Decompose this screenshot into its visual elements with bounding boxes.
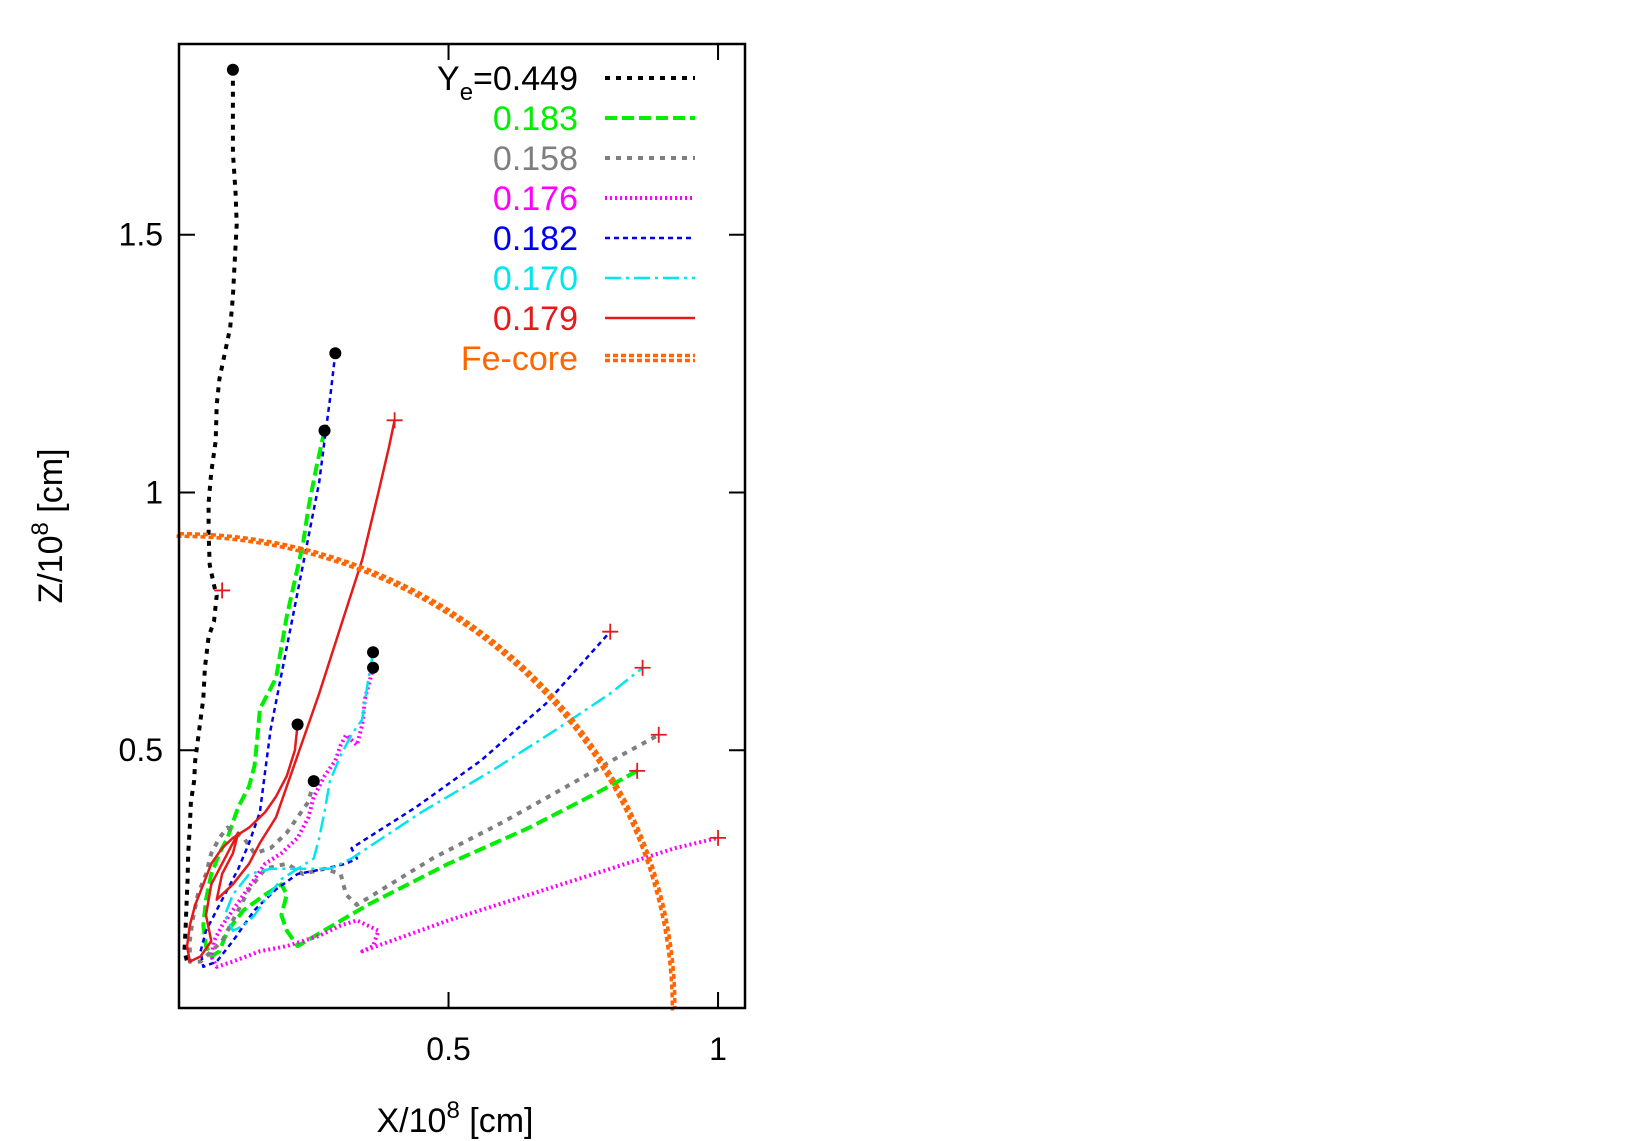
- start-marker-0: [226, 63, 239, 76]
- series-line-0-183: [201, 430, 639, 959]
- x-axis-title-sup: 8: [446, 1097, 459, 1124]
- start-marker-1: [318, 424, 331, 437]
- series-line-0-170: [223, 652, 644, 932]
- legend-label-6: 0.179: [493, 300, 578, 338]
- series-line-0-176: [209, 667, 719, 969]
- end-marker-0: [214, 582, 231, 599]
- legend-label-7: Fe-core: [461, 340, 578, 378]
- start-marker-3: [367, 661, 380, 674]
- legend-label-3: 0.176: [493, 180, 578, 218]
- start-marker-2: [307, 775, 320, 788]
- series-line-0-158: [187, 733, 660, 964]
- y-tick-label-0: 0.5: [119, 732, 163, 768]
- legend-label-2: 0.158: [493, 140, 578, 178]
- start-marker-5: [367, 646, 380, 659]
- series-fe-core-line-0: [178, 531, 677, 1009]
- marker-layer: [214, 63, 727, 846]
- x-tick-label-1: 1: [709, 1031, 727, 1067]
- start-marker-6: [291, 718, 304, 731]
- y-axis-title-unit: [cm]: [32, 448, 70, 522]
- x-axis-title-unit: [cm]: [460, 1102, 534, 1140]
- end-marker-2: [650, 726, 667, 743]
- legend-eq: =0.449: [473, 60, 578, 98]
- legend: Ye=0.4490.1830.1580.1760.1820.1700.179Fe…: [437, 60, 695, 378]
- end-marker-6: [386, 412, 403, 429]
- x-axis-title: X/108 [cm]: [377, 1097, 534, 1140]
- tick-layer: 0.5 1 0.5 1 1.5: [119, 44, 745, 1067]
- series-fe-core-line-1: [176, 534, 675, 1011]
- series-line-0-449: [182, 69, 239, 963]
- series-line-0-179: [185, 420, 396, 963]
- plot-frame: [177, 42, 747, 1010]
- end-marker-5: [634, 659, 651, 676]
- y-axis-title-sup: 8: [27, 522, 54, 535]
- legend-sub: e: [460, 79, 473, 106]
- y-axis-title: Z/108 [cm]: [27, 448, 70, 603]
- y-tick-label-1: 1: [145, 474, 163, 510]
- y-tick-label-2: 1.5: [119, 217, 163, 253]
- x-tick-label-0: 0.5: [426, 1031, 470, 1067]
- end-marker-3: [710, 829, 727, 846]
- end-marker-4: [602, 623, 619, 640]
- legend-prefix: Y: [437, 60, 460, 98]
- y-axis-title-base: Z/10: [32, 535, 70, 603]
- legend-label-0: Ye=0.449: [437, 60, 578, 106]
- end-marker-1: [629, 762, 646, 779]
- start-marker-4: [329, 347, 342, 360]
- legend-label-4: 0.182: [493, 220, 578, 258]
- x-axis-title-base: X/10: [377, 1102, 447, 1140]
- legend-label-1: 0.183: [493, 100, 578, 138]
- series-line-0-182: [199, 353, 612, 969]
- series-layer: [176, 69, 719, 1011]
- legend-label-5: 0.170: [493, 260, 578, 298]
